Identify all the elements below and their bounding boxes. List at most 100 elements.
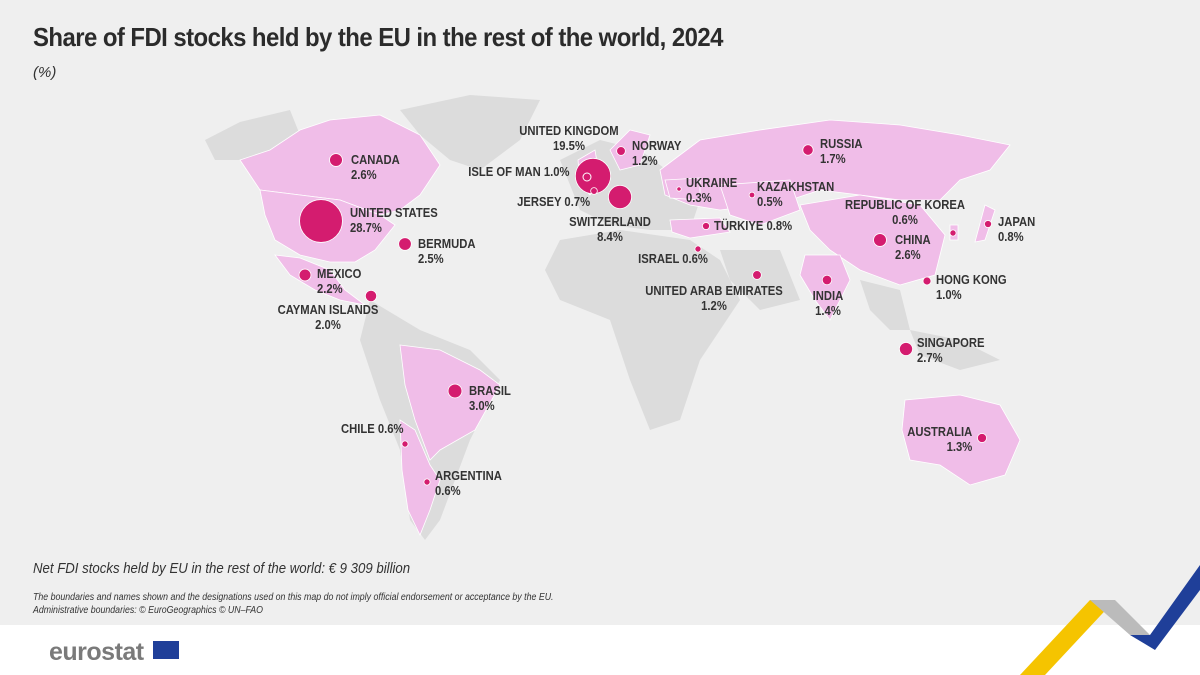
country-value: 0.6% xyxy=(374,422,403,436)
country-value: 2.7% xyxy=(917,351,943,365)
label-australia: AUSTRALIA 1.3% xyxy=(907,425,972,455)
label-cayman-islands: CAYMAN ISLANDS 2.0% xyxy=(278,303,379,333)
bubble-russia xyxy=(802,144,814,156)
label-kazakhstan: KAZAKHSTAN 0.5% xyxy=(757,180,834,210)
label-chile: CHILE 0.6% xyxy=(340,422,403,437)
country-value: 3.0% xyxy=(469,399,495,413)
country-name: ISLE OF MAN xyxy=(468,165,542,179)
country-value: 2.2% xyxy=(317,282,343,296)
bubble-ukraine xyxy=(676,186,682,192)
country-name: NORWAY xyxy=(632,139,682,153)
country-value: 0.8% xyxy=(763,219,793,233)
map-title: Share of FDI stocks held by the EU in th… xyxy=(33,22,723,52)
bubble-isle-of-man xyxy=(582,172,592,182)
country-value: 0.6% xyxy=(892,213,918,227)
label-india: INDIA 1.4% xyxy=(813,289,844,319)
country-value: 1.2% xyxy=(632,154,658,168)
label-united-arab-emirates: UNITED ARAB EMIRATES 1.2% xyxy=(645,284,783,314)
label-jersey: JERSEY 0.7% xyxy=(517,195,590,210)
bubble-brasil xyxy=(447,383,463,399)
label-united-kingdom: UNITED KINGDOM 19.5% xyxy=(519,124,618,154)
country-name: BRASIL xyxy=(469,384,511,398)
country-name: CHINA xyxy=(895,233,931,247)
sources: Administrative boundaries: © EuroGeograp… xyxy=(33,605,263,616)
label-united-states: UNITED STATES 28.7% xyxy=(350,206,438,236)
label-canada: CANADA 2.6% xyxy=(351,153,400,183)
country-value: 1.0% xyxy=(936,288,962,302)
country-name: KAZAKHSTAN xyxy=(757,180,835,194)
bubble-t-rkiye xyxy=(702,222,710,230)
country-name: CAYMAN ISLANDS xyxy=(277,303,379,317)
bubble-china xyxy=(873,233,887,247)
country-name: CHILE xyxy=(340,422,375,436)
country-name: UNITED KINGDOM xyxy=(519,124,619,138)
country-name: SINGAPORE xyxy=(917,336,985,350)
bubble-singapore xyxy=(899,342,913,356)
label-israel: ISRAEL 0.6% xyxy=(638,252,708,267)
label-russia: RUSSIA 1.7% xyxy=(820,137,863,167)
bubble-japan xyxy=(984,220,992,228)
bubble-norway xyxy=(616,146,626,156)
country-value: 8.4% xyxy=(597,230,623,244)
label-norway: NORWAY 1.2% xyxy=(632,139,681,169)
country-value: 2.6% xyxy=(895,248,921,262)
label-singapore: SINGAPORE 2.7% xyxy=(917,336,985,366)
bubble-hong-kong xyxy=(922,276,932,286)
bubble-chile xyxy=(401,440,409,448)
decorative-ribbon xyxy=(1020,565,1200,675)
country-name: MEXICO xyxy=(317,267,362,281)
country-name: CANADA xyxy=(351,153,400,167)
country-name: ARGENTINA xyxy=(435,469,502,483)
bubble-india xyxy=(821,274,833,286)
bubble-mexico xyxy=(298,268,312,282)
country-value: 1.3% xyxy=(946,440,972,454)
country-name: JAPAN xyxy=(998,215,1036,229)
country-name: REPUBLIC OF KOREA xyxy=(844,198,966,212)
label-isle-of-man: ISLE OF MAN 1.0% xyxy=(469,165,570,180)
eu-flag-icon xyxy=(153,641,179,659)
country-value: 1.4% xyxy=(815,304,841,318)
disclaimer: The boundaries and names shown and the d… xyxy=(33,592,554,603)
country-value: 2.5% xyxy=(418,252,444,266)
country-name: HONG KONG xyxy=(936,273,1007,287)
label-mexico: MEXICO 2.2% xyxy=(317,267,361,297)
country-value: 0.3% xyxy=(686,191,712,205)
bubble-united-arab-emirates xyxy=(752,270,762,280)
country-value: 28.7% xyxy=(350,221,382,235)
country-name: JERSEY xyxy=(517,195,562,209)
label-t-rkiye: TÜRKIYE 0.8% xyxy=(714,219,792,234)
country-name: UNITED ARAB EMIRATES xyxy=(645,284,783,298)
bubble-kazakhstan xyxy=(748,191,756,199)
country-value: 0.6% xyxy=(679,252,708,266)
net-fdi-note: Net FDI stocks held by EU in the rest of… xyxy=(33,560,411,577)
bubble-israel xyxy=(694,245,702,253)
bubble-jersey xyxy=(590,187,598,195)
label-china: CHINA 2.6% xyxy=(895,233,931,263)
country-value: 2.0% xyxy=(315,318,341,332)
label-ukraine: UKRAINE 0.3% xyxy=(686,176,737,206)
country-value: 0.7% xyxy=(561,195,590,209)
country-name: TÜRKIYE xyxy=(714,219,764,233)
country-value: 0.6% xyxy=(435,484,461,498)
map-unit: (%) xyxy=(33,64,57,81)
country-name: INDIA xyxy=(812,289,844,303)
label-republic-of-korea: REPUBLIC OF KOREA 0.6% xyxy=(845,198,965,228)
country-value: 1.7% xyxy=(820,152,846,166)
label-japan: JAPAN 0.8% xyxy=(998,215,1035,245)
bubble-australia xyxy=(977,433,987,443)
label-bermuda: BERMUDA 2.5% xyxy=(418,237,476,267)
country-value: 1.2% xyxy=(701,299,727,313)
country-name: AUSTRALIA xyxy=(907,425,972,439)
country-value: 19.5% xyxy=(553,139,585,153)
label-switzerland: SWITZERLAND 8.4% xyxy=(569,215,651,245)
country-value: 0.8% xyxy=(998,230,1024,244)
label-argentina: ARGENTINA 0.6% xyxy=(435,469,502,499)
country-name: RUSSIA xyxy=(820,137,863,151)
country-value: 2.6% xyxy=(351,168,377,182)
bubble-layer xyxy=(298,144,992,486)
bubble-bermuda xyxy=(398,237,412,251)
bubble-switzerland xyxy=(608,185,632,209)
country-name: SWITZERLAND xyxy=(569,215,651,229)
country-name: UKRAINE xyxy=(686,176,738,190)
